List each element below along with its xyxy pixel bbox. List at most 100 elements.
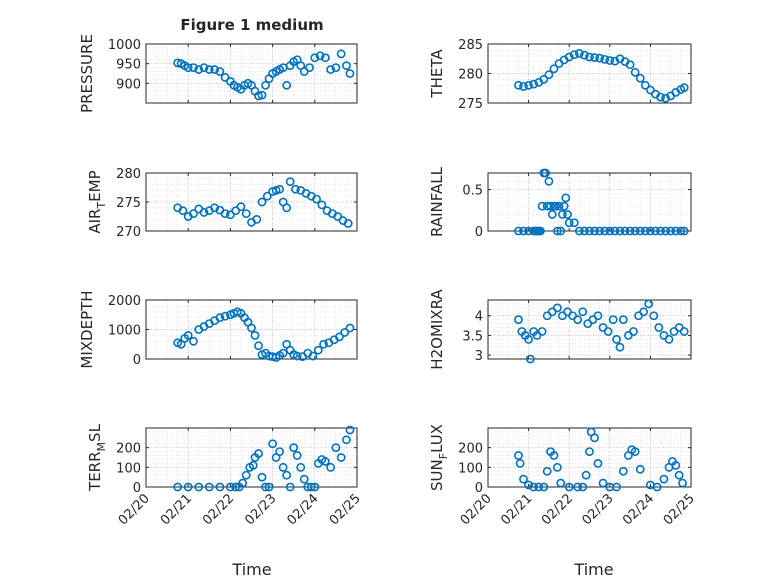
data-point (305, 63, 314, 72)
data-point (536, 226, 545, 236)
data-point (595, 226, 605, 236)
data-point (630, 67, 640, 77)
data-point (342, 61, 351, 71)
data-point (539, 482, 549, 492)
data-point (659, 474, 669, 484)
data-point (194, 482, 204, 492)
data-point (580, 50, 589, 60)
y-axis-label: SUNFLUX (428, 424, 450, 491)
data-point (529, 482, 539, 492)
data-point (671, 226, 681, 236)
y-tick-label: 0 (475, 481, 483, 496)
data-point (585, 52, 594, 62)
y-tick-label: 200 (116, 442, 141, 457)
data-point (247, 323, 256, 333)
data-point (598, 478, 608, 488)
data-point (320, 53, 330, 63)
data-point (661, 226, 671, 236)
data-point (285, 482, 295, 492)
data-point (241, 470, 251, 480)
data-point (615, 226, 625, 236)
data-point (320, 457, 330, 466)
data-point (574, 49, 584, 58)
data-point (585, 226, 594, 236)
data-point (552, 303, 562, 313)
data-point (231, 482, 241, 492)
y-tick-label: 0 (475, 225, 483, 240)
subplot-rainfall: 0 0.5 RAINFALL (428, 166, 692, 240)
data-point (204, 482, 214, 492)
data-point (541, 168, 550, 178)
data-point (248, 460, 258, 470)
data-point (674, 470, 684, 480)
data-point (590, 433, 599, 443)
figure-title: Figure 1 medium (180, 16, 323, 34)
data-point (578, 482, 588, 492)
y-tick-label: 900 (116, 77, 141, 92)
x-axis-label-left: Time (231, 560, 271, 579)
data-point (524, 80, 533, 90)
y-tick-label: 285 (458, 38, 483, 53)
data-point (514, 80, 523, 90)
data-point (635, 73, 645, 83)
y-tick-label: 275 (116, 196, 141, 211)
data-point (549, 64, 559, 74)
data-point (629, 327, 638, 336)
data-point (343, 219, 353, 228)
data-point (326, 462, 336, 472)
data-point (268, 439, 277, 449)
data-point (315, 51, 325, 61)
data-point (652, 482, 662, 492)
data-point (612, 482, 621, 492)
data-point (551, 201, 561, 211)
data-point (275, 447, 285, 456)
data-point (317, 200, 327, 210)
y-axis-label: PRESSURE (78, 34, 96, 113)
data-point (590, 226, 599, 236)
data-point (656, 226, 665, 236)
data-point (600, 226, 610, 236)
data-point (651, 226, 660, 236)
data-point (278, 462, 288, 472)
data-point (610, 56, 620, 66)
data-point (238, 478, 248, 488)
y-axis-label: AIRTEMP (86, 170, 108, 233)
data-point (250, 330, 260, 340)
y-tick-label: 1000 (108, 324, 141, 339)
data-point (573, 482, 583, 492)
data-point (519, 474, 528, 484)
data-point (639, 307, 649, 317)
data-point (590, 53, 599, 62)
data-point (336, 453, 346, 462)
data-point (679, 83, 689, 93)
data-point (308, 351, 318, 361)
data-point (544, 70, 554, 80)
data-point (564, 482, 574, 492)
data-point (345, 425, 355, 435)
data-point (342, 435, 351, 445)
data-point (679, 226, 689, 236)
data-point (282, 80, 292, 90)
data-point (542, 466, 552, 476)
data-point (189, 209, 198, 218)
data-point (564, 52, 574, 62)
subplot-theta: 275 280 285 THETA (428, 38, 692, 112)
axes-box (487, 172, 692, 232)
y-tick-label: 200 (458, 442, 483, 457)
data-point (649, 311, 659, 321)
data-point (559, 201, 569, 211)
data-point (183, 330, 193, 340)
data-point (331, 443, 341, 453)
data-point (292, 351, 302, 361)
data-point (610, 226, 620, 236)
data-point (646, 226, 655, 236)
data-point (345, 323, 355, 333)
y-tick-label: 3 (475, 349, 483, 364)
y-tick-label: 1000 (108, 38, 141, 53)
data-point (564, 218, 574, 228)
data-point (635, 464, 645, 474)
data-point (241, 209, 251, 218)
data-point (204, 65, 214, 74)
